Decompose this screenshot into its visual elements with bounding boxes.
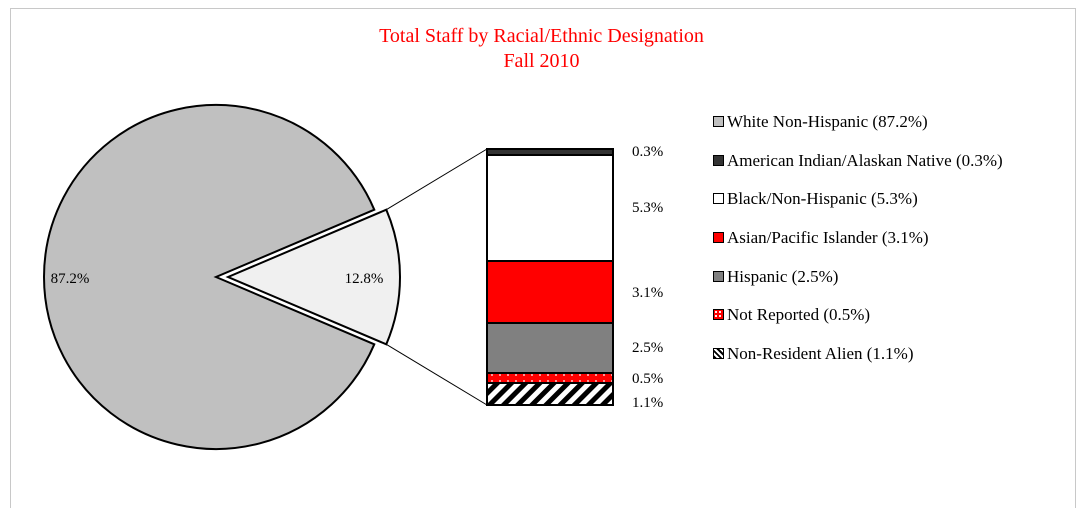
bar-segment-non-resident-alien [486, 382, 614, 406]
legend-label: American Indian/Alaskan Native (0.3%) [727, 151, 1003, 171]
bar-segment-not-reported [486, 372, 614, 384]
legend-swatch [713, 308, 724, 320]
legend-swatch [713, 154, 724, 166]
bar-data-label: 2.5% [632, 340, 663, 356]
legend-label: Not Reported (0.5%) [727, 305, 871, 325]
pie-slice-other [225, 208, 401, 346]
chart-subtitle: Fall 2010 [503, 50, 580, 72]
legend-swatch [713, 231, 724, 243]
bar-data-label: 1.1% [632, 395, 663, 411]
stacked-bar: 0.3% 5.3% 3.1% 2.5% 0.5% 1.1% [486, 144, 663, 411]
legend-item: Non-Resident Alien (1.1%) [713, 342, 914, 364]
legend-label: Asian/Pacific Islander (3.1%) [727, 228, 929, 248]
legend-swatch [713, 270, 724, 282]
legend-label: Black/Non-Hispanic (5.3%) [727, 189, 918, 209]
legend-label: White Non-Hispanic (87.2%) [727, 112, 928, 132]
bar-data-label: 3.1% [632, 285, 663, 301]
bar-segment-hispanic [486, 322, 614, 374]
connector-lines [386, 148, 488, 406]
bar-data-label: 0.5% [632, 371, 663, 387]
bar-data-label: 5.3% [632, 200, 663, 216]
legend-item: Black/Non-Hispanic (5.3%) [713, 187, 918, 209]
legend-swatch [713, 347, 724, 359]
chart-title: Total Staff by Racial/Ethnic Designation [379, 25, 704, 47]
connector-line-bottom [386, 343, 488, 406]
legend-item: Not Reported (0.5%) [713, 303, 870, 325]
legend-item: Asian/Pacific Islander (3.1%) [713, 226, 929, 248]
legend-item: White Non-Hispanic (87.2%) [713, 110, 928, 132]
bar-data-label: 0.3% [632, 144, 663, 160]
legend-label: Hispanic (2.5%) [727, 267, 839, 287]
pie: 87.2% 12.8% [43, 104, 401, 450]
legend-item: Hispanic (2.5%) [713, 265, 838, 287]
legend-label: Non-Resident Alien (1.1%) [727, 344, 914, 364]
legend-swatch [713, 115, 724, 127]
pie-data-label: 87.2% [51, 271, 90, 287]
bar-segment-asian-pacific-islander [486, 260, 614, 324]
pie-slice-white-non-hispanic [43, 104, 376, 450]
pie-data-label: 12.8% [345, 271, 384, 287]
legend-swatch [713, 192, 724, 204]
connector-line-top [386, 148, 488, 211]
chart-title-block: Total Staff by Racial/Ethnic Designation… [0, 24, 1083, 74]
legend-item: American Indian/Alaskan Native (0.3%) [713, 149, 1003, 171]
bar-segment-black-non-hispanic [486, 154, 614, 262]
